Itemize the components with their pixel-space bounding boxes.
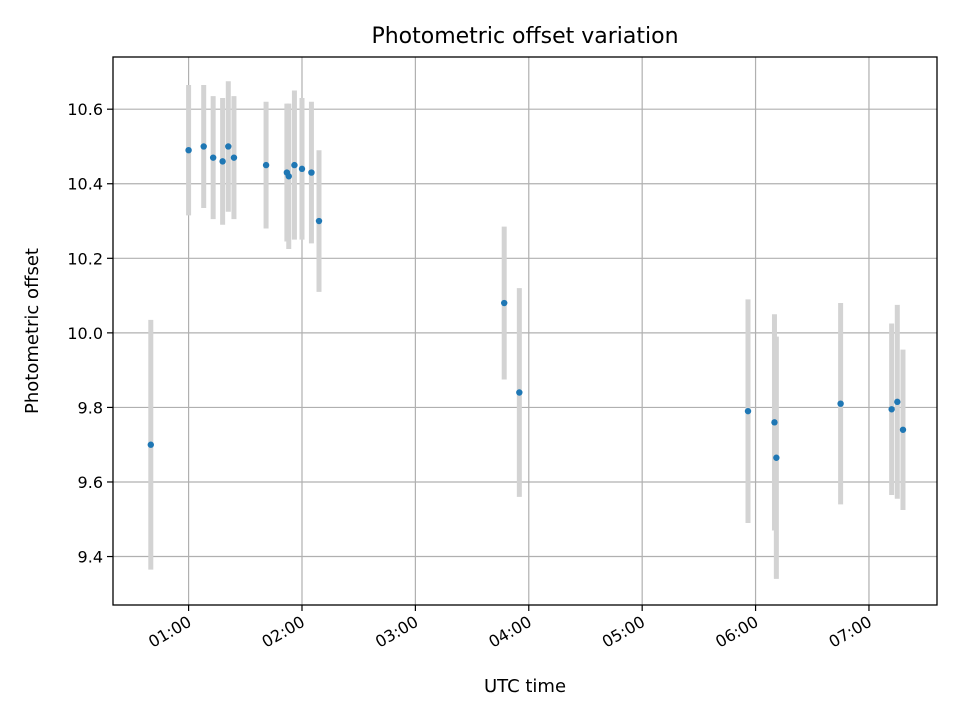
y-axis-label: Photometric offset	[22, 248, 43, 414]
x-tick-label: 06:00	[712, 612, 761, 652]
x-tick-label: 02:00	[259, 612, 308, 652]
data-point	[501, 299, 508, 307]
data-point	[285, 173, 292, 180]
y-tick-label: 10.0	[67, 324, 103, 343]
plot-frame	[112, 56, 938, 606]
data-point	[298, 165, 306, 173]
data-point	[516, 389, 523, 396]
data-point	[230, 154, 238, 161]
x-tick-label: 03:00	[372, 612, 421, 652]
data-point	[185, 146, 192, 154]
data-point	[209, 154, 217, 161]
data-point	[773, 454, 780, 461]
data-point	[291, 161, 298, 169]
data-point	[315, 217, 323, 225]
data-point	[894, 398, 901, 406]
y-tick-label: 9.4	[78, 548, 103, 567]
data-point	[888, 406, 895, 413]
x-tick-label: 07:00	[826, 612, 875, 652]
data-point	[200, 143, 207, 150]
data-point	[219, 158, 226, 165]
data-point	[308, 169, 315, 176]
data-point	[147, 441, 154, 448]
data-point	[837, 400, 844, 407]
data-point	[262, 161, 270, 169]
data-point	[899, 426, 907, 433]
error-bars	[148, 81, 906, 579]
y-tick-label: 10.6	[67, 100, 103, 119]
y-tick-label: 9.6	[78, 473, 103, 492]
y-tick-label: 9.8	[78, 398, 103, 417]
y-tick-label: 10.2	[67, 249, 103, 268]
grid	[113, 57, 937, 605]
data-point	[225, 143, 232, 150]
x-tick-label: 05:00	[599, 612, 648, 652]
x-tick-label: 04:00	[485, 612, 534, 652]
data-points	[147, 143, 907, 461]
data-point	[744, 407, 752, 415]
y-tick-label: 10.4	[67, 175, 103, 194]
chart-title: Photometric offset variation	[371, 24, 678, 49]
x-tick-label: 01:00	[145, 612, 194, 652]
x-axis-label: UTC time	[484, 676, 566, 697]
data-point	[771, 419, 778, 426]
